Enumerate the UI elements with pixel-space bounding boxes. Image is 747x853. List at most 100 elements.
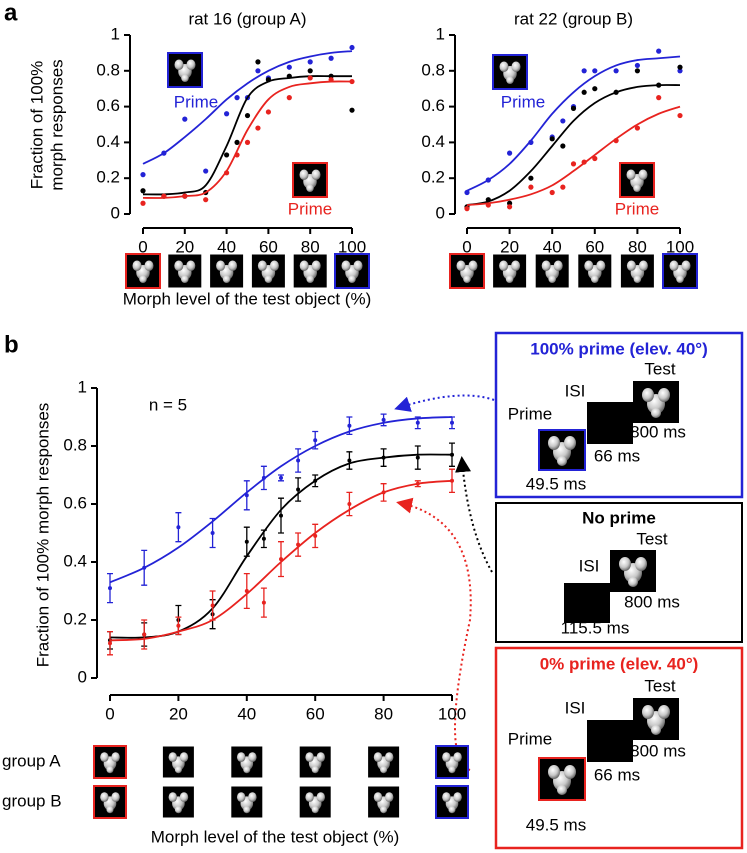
- data-point: [279, 475, 283, 480]
- fit-curve: [466, 55, 681, 192]
- x-tick-label: 0: [462, 237, 471, 256]
- data-point: [142, 565, 147, 570]
- data-point: [203, 168, 209, 174]
- data-point: [507, 204, 513, 210]
- data-point: [224, 152, 230, 158]
- data-point: [296, 458, 301, 463]
- fit-curve: [142, 80, 353, 199]
- data-point: [176, 623, 181, 628]
- data-point: [255, 59, 261, 65]
- data-point: [261, 475, 266, 480]
- y-tick-label: 0.6: [63, 493, 87, 512]
- data-point: [244, 539, 249, 544]
- y-tick-label: 0.4: [63, 551, 87, 570]
- duration-label: 800 ms: [630, 422, 686, 441]
- data-point: [485, 197, 491, 203]
- data-point: [507, 150, 513, 156]
- data-point: [613, 89, 619, 95]
- y-axis-label: Fraction of 100% morph responses: [33, 403, 52, 668]
- y-tick-label: 0.6: [421, 96, 445, 115]
- data-point: [255, 68, 261, 74]
- annotation: Prime: [288, 199, 332, 218]
- isi-frame: [587, 402, 633, 444]
- y-tick-label: 0.2: [96, 168, 120, 187]
- panel-label: b: [4, 331, 19, 358]
- data-point: [347, 502, 352, 506]
- y-axis-label: Fraction of 100%: [27, 61, 46, 190]
- data-point: [296, 487, 301, 492]
- duration-label: 49.5 ms: [526, 474, 586, 493]
- data-point: [528, 175, 534, 181]
- data-point: [182, 193, 188, 199]
- data-point: [313, 533, 318, 538]
- data-point: [677, 112, 683, 119]
- data-point: [415, 420, 420, 425]
- data-point: [182, 116, 188, 122]
- data-point: [485, 202, 491, 208]
- y-tick-label: 0.8: [421, 60, 445, 79]
- data-point: [349, 107, 355, 113]
- data-point: [140, 172, 146, 178]
- chart-title: rat 16 (group A): [188, 9, 306, 28]
- x-tick-label: 40: [237, 704, 256, 723]
- stimulus-label: ISI: [579, 556, 600, 575]
- data-point: [234, 139, 240, 145]
- data-point: [634, 62, 641, 69]
- data-point: [634, 125, 641, 131]
- isi-frame: [564, 583, 610, 623]
- data-point: [313, 478, 318, 483]
- annotation: Prime: [174, 92, 218, 111]
- data-point: [450, 478, 454, 483]
- data-point: [296, 542, 301, 547]
- data-point: [161, 193, 167, 199]
- data-point: [381, 417, 386, 422]
- y-tick-label: 0: [111, 203, 120, 222]
- fit-curve: [466, 84, 681, 206]
- data-point: [581, 159, 587, 165]
- y-tick-label: 0: [78, 667, 87, 686]
- x-axis-label: Morph level of the test object (%): [123, 289, 372, 308]
- y-tick-label: 0.8: [96, 60, 120, 79]
- duration-label: 800 ms: [630, 741, 686, 760]
- data-point: [381, 490, 386, 495]
- schematic-title: 100% prime (elev. 40°): [530, 339, 708, 358]
- stimulus-label: Test: [636, 529, 667, 548]
- data-point: [613, 138, 619, 144]
- data-point: [244, 139, 251, 145]
- data-point: [613, 68, 619, 74]
- x-tick-label: 0: [105, 704, 114, 723]
- arrow: [394, 394, 495, 412]
- data-point: [450, 420, 454, 425]
- data-point: [592, 86, 598, 92]
- data-point: [265, 77, 271, 83]
- data-point: [592, 68, 598, 74]
- data-point: [261, 600, 266, 605]
- data-point: [450, 452, 454, 457]
- data-point: [210, 531, 215, 535]
- data-point: [286, 64, 292, 70]
- data-point: [349, 44, 355, 51]
- stimulus-label: ISI: [565, 698, 586, 717]
- isi-frame: [587, 720, 633, 762]
- annotation: Prime: [615, 199, 659, 218]
- chart-title: rat 22 (group B): [514, 9, 633, 28]
- x-tick-label: 80: [374, 704, 393, 723]
- y-tick-label: 1: [111, 24, 120, 43]
- schematic-title: No prime: [582, 508, 656, 527]
- data-point: [244, 112, 251, 119]
- data-point: [560, 184, 566, 190]
- x-tick-label: 40: [217, 237, 236, 256]
- data-point: [307, 68, 313, 74]
- data-point: [560, 143, 566, 149]
- y-tick-label: 1: [78, 377, 87, 396]
- data-point: [203, 197, 209, 203]
- stimulus-label: Prime: [508, 404, 552, 423]
- stimulus-label: Test: [644, 676, 675, 695]
- duration-label: 115.5 ms: [561, 618, 630, 637]
- x-tick-label: 0: [138, 237, 147, 256]
- data-point: [570, 105, 577, 111]
- duration-label: 800 ms: [624, 592, 680, 611]
- data-point: [142, 632, 147, 637]
- stimulus-label: Test: [644, 359, 675, 378]
